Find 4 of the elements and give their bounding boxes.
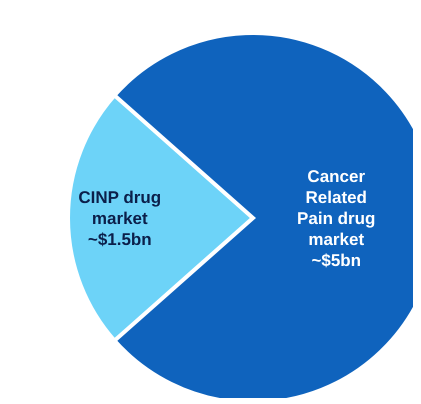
slice-label: CINP drug market [78,188,162,228]
data-label: ~$1.5bn [88,230,152,248]
slice-label: Cancer Related Pain drug market [297,166,376,248]
data-label: ~$5bn [311,250,362,270]
